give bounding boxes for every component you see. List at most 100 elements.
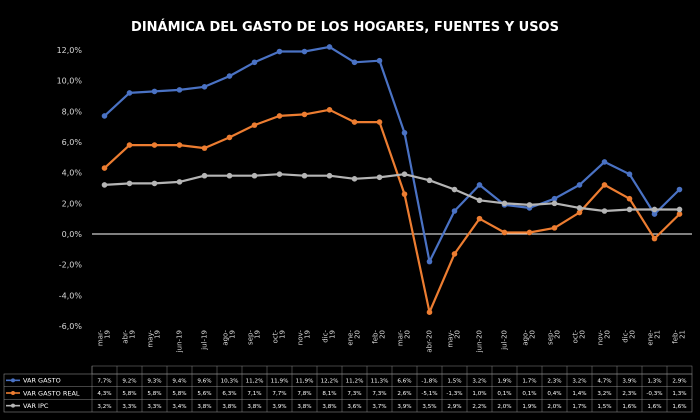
- data-point: [276, 171, 283, 177]
- data-point: [676, 211, 683, 217]
- table-cell: 2,9%: [447, 404, 461, 410]
- table-cell: -5,1%: [421, 391, 437, 397]
- table-cell: 8,1%: [322, 391, 336, 397]
- table-cell: 7,8%: [297, 391, 311, 397]
- table-cell: 3,9%: [622, 378, 636, 384]
- data-point: [476, 215, 483, 222]
- data-point: [651, 235, 658, 242]
- x-tick-label: abr-19: [122, 330, 137, 344]
- table-cell: 7,3%: [347, 391, 361, 397]
- legend-label-3: VAR IPC: [23, 402, 49, 410]
- data-point: [626, 195, 633, 202]
- data-point: [601, 208, 608, 214]
- table-cell: 3,5%: [422, 404, 436, 410]
- data-point: [401, 171, 408, 177]
- data-point: [676, 186, 683, 193]
- data-point: [551, 200, 558, 207]
- table-cell: 5,8%: [122, 391, 136, 397]
- table-cell: 3,8%: [297, 404, 311, 410]
- series-line-1: [103, 45, 681, 263]
- table-cell: 3,7%: [372, 404, 386, 410]
- table-cell: 3,8%: [197, 404, 211, 410]
- table-cell: 6,6%: [397, 378, 411, 384]
- x-tick-label: abr-20: [426, 330, 434, 353]
- table-cell: 3,2%: [472, 378, 486, 384]
- chart-title: DINÁMICA DEL GASTO DE LOS HOGARES, FUENT…: [131, 19, 559, 35]
- table-cell: 7,7%: [272, 391, 286, 397]
- table-cell: 10,3%: [221, 378, 239, 384]
- data-point: [176, 142, 183, 148]
- x-tick-label: may-20: [447, 330, 462, 348]
- data-point: [501, 229, 508, 236]
- table-cell: 2,0%: [547, 404, 561, 410]
- table-cell: -1,8%: [421, 378, 437, 384]
- table-cell: 4,3%: [97, 391, 111, 397]
- table-cell: 1,4%: [572, 391, 586, 397]
- table-cell: 5,8%: [147, 391, 161, 397]
- data-point: [576, 209, 583, 216]
- y-axis: 12,0% 10,0% 8,0% 6,0% 4,0% 2,0% 0,0% -2,0% -4,0%…: [57, 46, 83, 331]
- table-cell: 11,2%: [346, 378, 364, 384]
- data-point: [526, 229, 533, 236]
- y-tick-label: 8,0%: [62, 107, 83, 116]
- table-cell: 3,2%: [97, 404, 111, 410]
- legend-marker-3: [11, 403, 15, 408]
- data-point: [276, 48, 283, 55]
- table-cell: 1,6%: [672, 404, 686, 410]
- x-tick-label: ene-20: [347, 330, 362, 346]
- data-point: [226, 172, 233, 179]
- data-point: [201, 145, 208, 151]
- data-point: [326, 107, 333, 113]
- data-point: [126, 142, 133, 148]
- x-tick-label: sep-20: [547, 330, 562, 345]
- data-point: [251, 59, 258, 66]
- data-point: [351, 59, 358, 66]
- table-cell: 3,2%: [572, 378, 586, 384]
- data-point: [226, 73, 233, 79]
- data-point: [401, 191, 408, 197]
- table-cell: 1,0%: [472, 391, 486, 397]
- series-line-3: [104, 173, 680, 213]
- table-cell: 1,7%: [572, 404, 586, 410]
- data-point: [251, 172, 258, 179]
- y-tick-label: -2,0%: [59, 261, 83, 270]
- table-cell: 1,7%: [522, 378, 536, 384]
- data-point: [151, 180, 158, 187]
- y-tick-label: 10,0%: [57, 77, 83, 86]
- y-tick-label: 2,0%: [62, 199, 83, 208]
- data-point: [301, 111, 308, 118]
- x-tick-label: jun-20: [476, 330, 484, 353]
- data-point: [301, 48, 308, 55]
- data-point: [351, 176, 358, 182]
- data-point: [501, 200, 508, 207]
- data-point: [576, 205, 583, 211]
- table-cell: 2,3%: [622, 391, 636, 397]
- table-cell: 3,8%: [222, 404, 236, 410]
- data-point: [326, 172, 333, 179]
- data-point: [276, 113, 283, 119]
- table-grid: [3, 365, 693, 413]
- data-point: [201, 172, 208, 179]
- table-cell: 0,4%: [547, 391, 561, 397]
- data-point: [476, 197, 483, 204]
- data-point: [251, 122, 258, 128]
- table-cell: 9,4%: [172, 378, 186, 384]
- legend-marker-1: [11, 378, 15, 383]
- y-tick-label: 6,0%: [62, 138, 83, 147]
- table-cell: 1,6%: [622, 404, 636, 410]
- x-tick-label: feb-20: [372, 330, 387, 344]
- table-cell: 1,5%: [447, 378, 461, 384]
- x-tick-label: oct-20: [572, 330, 587, 344]
- data-point: [426, 309, 433, 316]
- table-cell: 3,9%: [397, 404, 411, 410]
- x-tick-label: dic-19: [322, 330, 337, 343]
- x-tick-label: jun-19: [176, 330, 184, 353]
- data-point: [151, 142, 158, 148]
- table-cell: 9,6%: [197, 378, 211, 384]
- table-cell: 2,9%: [672, 378, 686, 384]
- data-point: [601, 159, 608, 165]
- table-cell: 0,1%: [497, 391, 511, 397]
- y-tick-label: -4,0%: [59, 291, 83, 300]
- table-cell: 3,6%: [347, 404, 361, 410]
